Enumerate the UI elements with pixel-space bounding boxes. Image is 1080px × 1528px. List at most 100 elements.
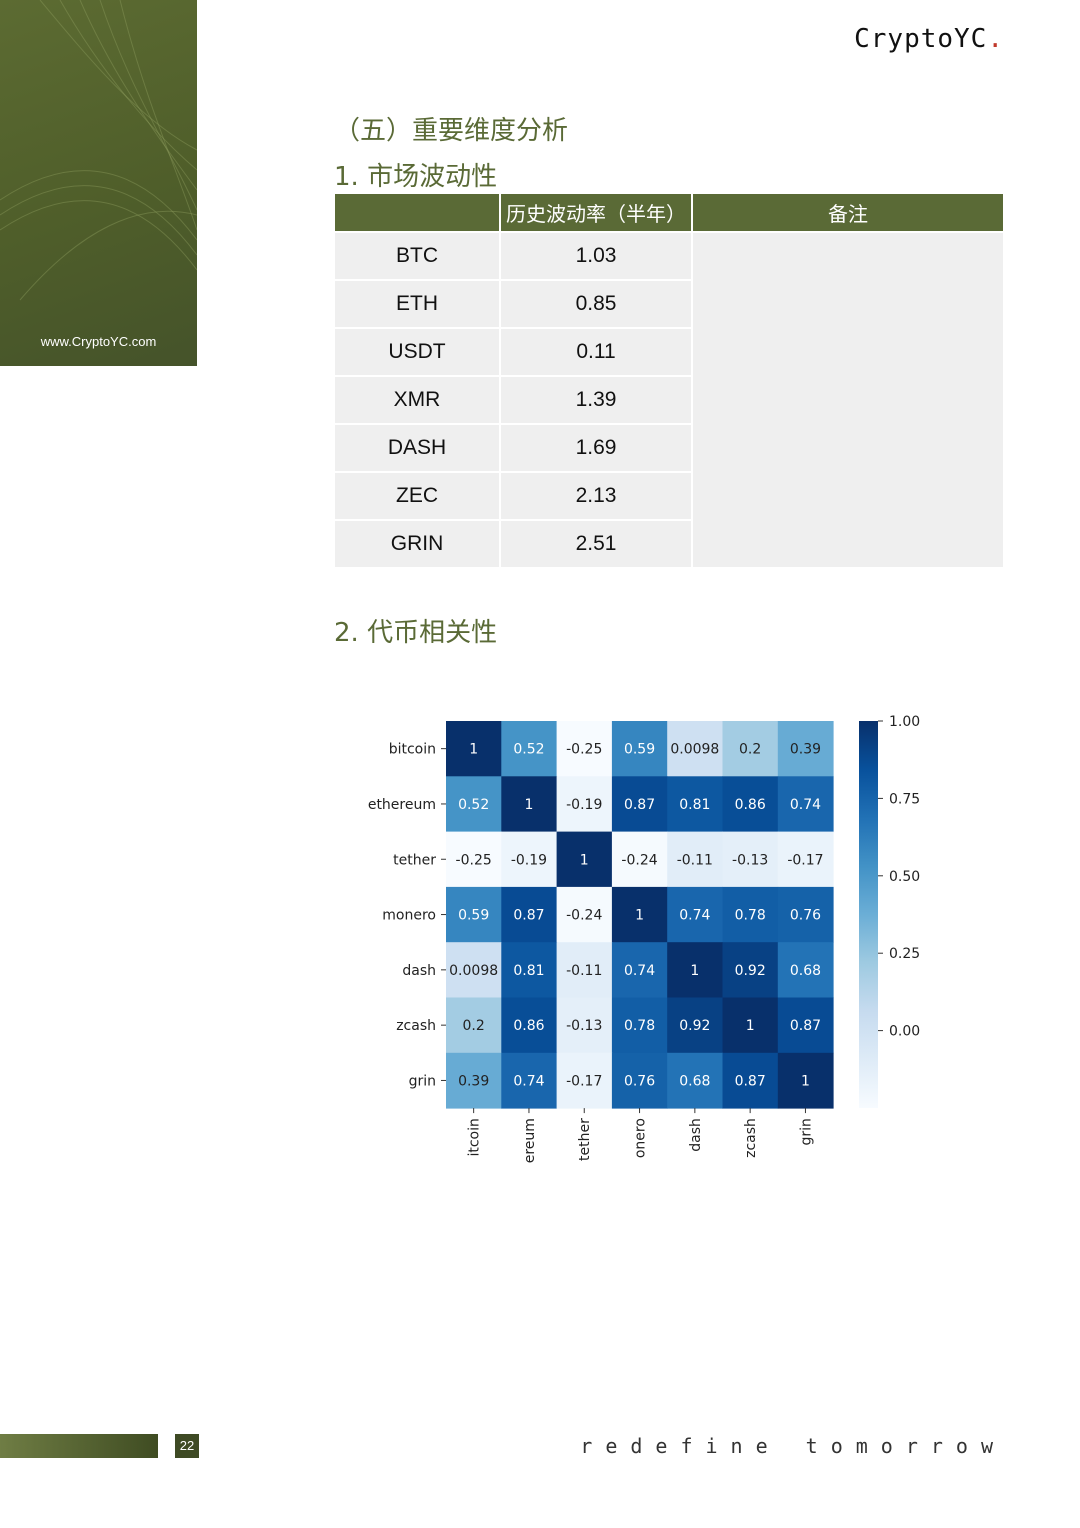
cell-value-label: 1: [635, 908, 644, 924]
heatmap-cell: [722, 776, 779, 833]
asset-cell: ZEC: [335, 471, 500, 520]
heatmap-cell: [501, 776, 558, 833]
x-tick-label: ereum: [522, 1118, 538, 1163]
colorbar-tick-label: 0.75: [889, 791, 920, 807]
y-tick-label: ethereum: [368, 797, 436, 813]
cell-value-label: -0.13: [566, 1018, 602, 1034]
volatility-cell: 1.03: [499, 231, 692, 280]
cell-value-label: -0.11: [566, 963, 602, 979]
cell-value-label: 0.52: [513, 742, 544, 758]
asset-cell: DASH: [335, 423, 500, 472]
section-title: （五）重要维度分析: [334, 116, 569, 146]
y-tick-label: bitcoin: [389, 742, 436, 758]
x-tick-label: itcoin: [467, 1118, 483, 1156]
table-header-volatility: 历史波动率（半年）: [499, 194, 692, 232]
x-tick-label: onero: [633, 1118, 649, 1158]
footer-bar: [0, 1434, 158, 1458]
cell-value-label: -0.24: [566, 908, 602, 924]
y-tick-label: zcash: [396, 1018, 436, 1034]
x-tick-label: tether: [577, 1118, 593, 1161]
table-row: USDT 0.11: [335, 327, 1003, 376]
heatmap-cell: [501, 1052, 558, 1109]
footer-tagline: redefine tomorrow: [580, 1434, 1006, 1458]
volatility-cell: 1.69: [499, 423, 692, 472]
heatmap-cell: [446, 721, 502, 777]
cell-value-label: 0.86: [513, 1018, 544, 1034]
heatmap-cell: [611, 886, 668, 943]
cell-value-label: 0.39: [458, 1073, 489, 1089]
heatmap-cell: [611, 721, 668, 777]
site-url: www.CryptoYC.com: [40, 334, 157, 349]
cell-value-label: -0.17: [787, 852, 823, 868]
heatmap-cell: [667, 886, 723, 943]
heatmap-cell: [777, 721, 834, 777]
heatmap-cell: [777, 831, 834, 888]
heatmap-cell: [777, 1052, 834, 1109]
cell-value-label: -0.19: [566, 797, 602, 813]
heatmap-cell: [446, 776, 502, 833]
heatmap-cell: [446, 886, 502, 943]
heatmap-cell: [556, 776, 613, 833]
x-tick-label: zcash: [743, 1118, 759, 1158]
cell-value-label: -0.17: [566, 1073, 602, 1089]
volatility-cell: 2.13: [499, 471, 692, 520]
table-row: GRIN 2.51: [335, 519, 1003, 567]
heatmap-cell: [556, 721, 613, 777]
cell-value-label: 0.74: [513, 1073, 544, 1089]
heatmap-cell: [722, 721, 779, 777]
asset-cell: BTC: [335, 231, 500, 280]
brand-name: CryptoYC: [854, 24, 988, 54]
cell-value-label: 0.2: [463, 1018, 485, 1034]
asset-cell: USDT: [335, 327, 500, 376]
heatmap-cell: [722, 997, 779, 1054]
cell-value-label: 0.81: [513, 963, 544, 979]
table-row: ZEC 2.13: [335, 471, 1003, 520]
colorbar-tick-label: 1.00: [889, 714, 920, 730]
heatmap-cell: [446, 997, 502, 1054]
heatmap-cell: [501, 721, 558, 777]
cell-value-label: -0.25: [566, 742, 602, 758]
cell-value-label: 1: [690, 963, 699, 979]
volatility-table: 历史波动率（半年） 备注 BTC 1.03 ETH 0.85 USDT 0.11…: [335, 194, 1003, 567]
table-row: BTC 1.03: [335, 231, 1003, 567]
cell-value-label: 0.87: [790, 1018, 821, 1034]
cell-value-label: 0.92: [735, 963, 766, 979]
table-header-note: 备注: [691, 194, 1003, 232]
heatmap-cell: [667, 831, 723, 888]
table-row: ETH 0.85: [335, 279, 1003, 328]
heatmap-cell: [501, 886, 558, 943]
cell-value-label: 0.74: [624, 963, 655, 979]
y-tick-label: monero: [382, 908, 436, 924]
heatmap-cell: [722, 942, 779, 998]
heatmap-cell: [446, 831, 502, 888]
brand-logo: CryptoYC.: [854, 24, 1004, 54]
table-row: DASH 1.69: [335, 423, 1003, 472]
cell-value-label: -0.11: [677, 852, 713, 868]
y-tick-label: tether: [393, 852, 436, 868]
heatmap-cell: [722, 886, 779, 943]
cell-value-label: -0.13: [732, 852, 768, 868]
colorbar: [859, 721, 878, 1108]
heatmap-cell: [501, 942, 558, 998]
heatmap-cell: [556, 942, 613, 998]
subsection-title-correlation: 2. 代币相关性: [334, 618, 498, 648]
cell-value-label: 0.87: [513, 908, 544, 924]
colorbar-tick-label: 0.00: [889, 1024, 920, 1040]
cell-value-label: -0.19: [511, 852, 547, 868]
cell-value-label: 0.39: [790, 742, 821, 758]
subsection-title-volatility: 1. 市场波动性: [334, 162, 498, 192]
asset-cell: XMR: [335, 375, 500, 424]
cell-value-label: 1: [469, 742, 478, 758]
x-tick-label: dash: [688, 1118, 704, 1152]
heatmap-cell: [667, 942, 723, 998]
x-tick-label: grin: [798, 1118, 814, 1145]
heatmap-cell: [446, 1052, 502, 1109]
cell-value-label: 1: [580, 852, 589, 868]
heatmap-cell: [667, 721, 723, 777]
heatmap-cell: [501, 997, 558, 1054]
brand-dot: .: [987, 24, 1004, 54]
side-banner: www.CryptoYC.com: [0, 0, 197, 366]
heatmap-cell: [556, 997, 613, 1054]
cell-value-label: -0.24: [621, 852, 657, 868]
y-tick-label: grin: [409, 1073, 436, 1089]
